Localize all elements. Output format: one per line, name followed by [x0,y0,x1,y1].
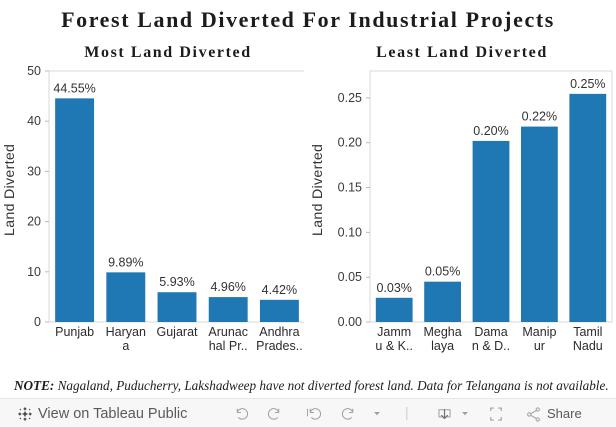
svg-text:Manip: Manip [522,325,556,339]
svg-text:Punjab: Punjab [55,325,94,339]
svg-text:a: a [122,339,129,353]
svg-text:30: 30 [27,164,41,178]
svg-text:Arunac: Arunac [208,325,248,339]
svg-text:Dama: Dama [474,325,507,339]
svg-text:4.96%: 4.96% [210,280,245,294]
svg-text:44.55%: 44.55% [53,81,95,95]
svg-text:0.22%: 0.22% [522,110,557,124]
svg-text:0: 0 [34,315,41,329]
svg-text:Prades..: Prades.. [256,339,303,353]
svg-text:Megha: Megha [423,325,461,339]
svg-text:ur: ur [534,339,545,353]
svg-text:Jamm: Jamm [377,325,411,339]
svg-text:20: 20 [27,215,41,229]
svg-text:40: 40 [27,114,41,128]
svg-text:Haryan: Haryan [106,325,146,339]
svg-text:laya: laya [431,339,454,353]
svg-text:hal Pr..: hal Pr.. [209,339,248,353]
svg-text:0.25%: 0.25% [570,77,605,91]
svg-text:n & D..: n & D.. [472,339,510,353]
svg-text:u & K..: u & K.. [375,339,413,353]
svg-text:0.20%: 0.20% [473,124,508,138]
svg-text:10: 10 [27,265,41,279]
svg-text:Andhra: Andhra [259,325,299,339]
svg-text:0.20: 0.20 [338,136,362,150]
svg-text:Nadu: Nadu [573,339,603,353]
svg-text:0.05%: 0.05% [425,265,460,279]
svg-text:0.25: 0.25 [338,91,362,105]
svg-text:Tamil: Tamil [573,325,602,339]
svg-text:50: 50 [27,64,41,78]
svg-text:9.89%: 9.89% [108,255,143,269]
svg-text:0.03%: 0.03% [376,281,411,295]
svg-text:Gujarat: Gujarat [157,325,199,339]
svg-text:4.42%: 4.42% [262,283,297,297]
svg-text:0.00: 0.00 [338,315,362,329]
svg-text:5.93%: 5.93% [159,275,194,289]
svg-text:0.10: 0.10 [338,225,362,239]
svg-text:0.05: 0.05 [338,270,362,284]
svg-text:0.15: 0.15 [338,181,362,195]
